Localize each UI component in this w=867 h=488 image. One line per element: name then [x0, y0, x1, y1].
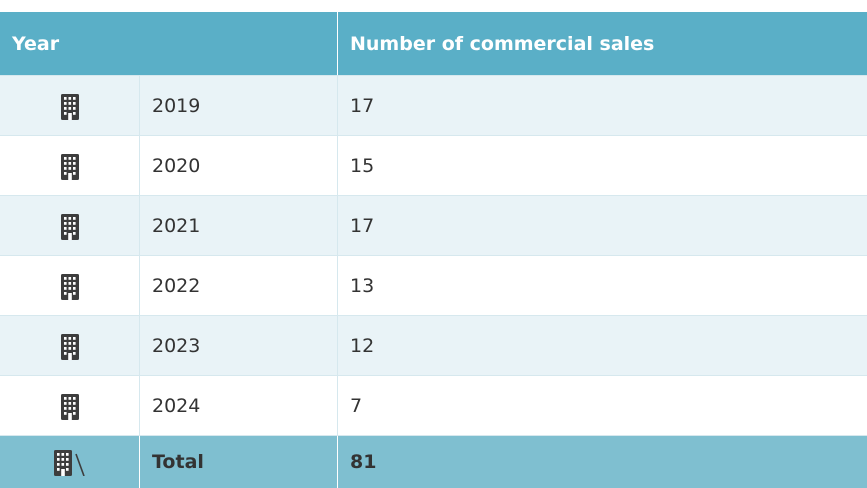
building-icon: [60, 273, 79, 300]
building-icon: [60, 153, 79, 180]
icon-cell: [0, 196, 140, 255]
value-cell: 17: [350, 94, 375, 117]
total-row: Total 81: [0, 436, 867, 488]
total-value: 81: [350, 451, 377, 473]
header-cell: Number of commercial sales: [350, 32, 655, 55]
table-row: 2019 17: [0, 76, 867, 136]
building-icon: [60, 393, 79, 420]
value-cell: 13: [350, 274, 375, 297]
building-icon: [60, 333, 79, 360]
value-cell: 17: [350, 214, 375, 237]
icon-cell: [0, 256, 140, 315]
year-cell: 2023: [140, 316, 338, 375]
table-row: 2024 7: [0, 376, 867, 436]
building-icon: [60, 213, 79, 240]
building-icon: [60, 93, 79, 120]
icon-cell: [0, 436, 140, 488]
year-cell: 2021: [140, 196, 338, 255]
icon-cell: [0, 136, 140, 195]
icon-cell: [0, 76, 140, 135]
header-cell: Year: [0, 12, 338, 75]
table-row: 2023 12: [0, 316, 867, 376]
table-row: 2020 15: [0, 136, 867, 196]
total-label: Total: [140, 436, 338, 488]
value-cell: 15: [350, 154, 375, 177]
table-row: 2022 13: [0, 256, 867, 316]
year-cell: 2022: [140, 256, 338, 315]
year-cell: 2024: [140, 376, 338, 435]
value-cell: 12: [350, 334, 375, 357]
icon-cell: [0, 376, 140, 435]
building-icon: [53, 450, 85, 476]
year-cell: 2020: [140, 136, 338, 195]
table-row: 2021 17: [0, 196, 867, 256]
value-cell: 7: [350, 394, 363, 417]
year-cell: 2019: [140, 76, 338, 135]
icon-cell: [0, 316, 140, 375]
header-row: Year Number of commercial sales: [0, 12, 867, 76]
